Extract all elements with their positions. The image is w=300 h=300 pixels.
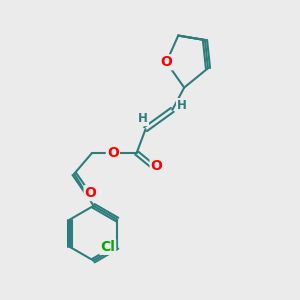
Text: H: H <box>138 112 148 125</box>
Text: O: O <box>107 146 119 160</box>
Text: O: O <box>160 55 172 69</box>
Text: O: O <box>151 159 163 173</box>
Text: H: H <box>177 99 187 112</box>
Text: Cl: Cl <box>100 240 115 254</box>
Text: O: O <box>85 186 97 200</box>
